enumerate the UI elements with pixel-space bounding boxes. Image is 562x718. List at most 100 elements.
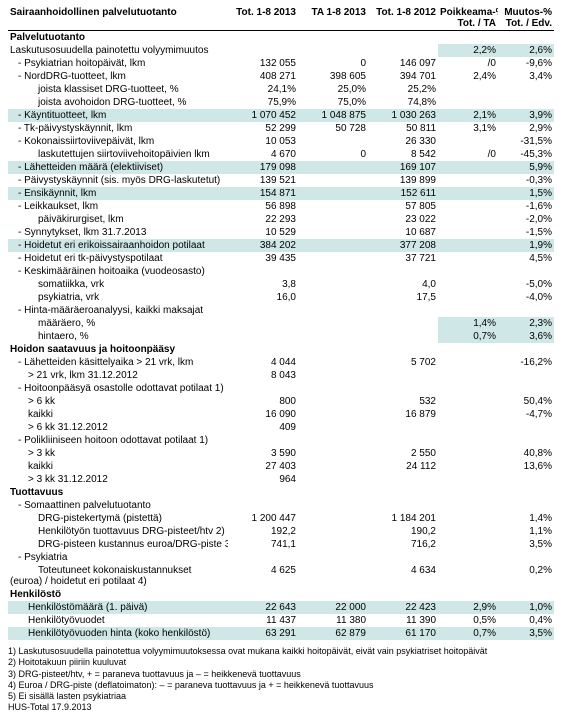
cell: [298, 291, 368, 304]
row-label: - Hinta-määräeroanalyysi, kaikki maksaja…: [10, 305, 203, 316]
table-row: Tuottavuus: [8, 486, 554, 499]
cell: [438, 551, 498, 564]
table-row: > 21 vrk, lkm 31.12.20128 043: [8, 369, 554, 382]
cell: 1 200 447: [228, 512, 298, 525]
cell: [298, 408, 368, 421]
cell: [298, 135, 368, 148]
table-row: - Synnytykset, lkm 31.7.201310 52910 687…: [8, 226, 554, 239]
cell: 52 299: [228, 122, 298, 135]
cell: -1,6%: [498, 200, 554, 213]
table-row: Henkilöstö: [8, 588, 554, 601]
table-row: - Hoidetut eri tk-päivystyspotilaat39 43…: [8, 252, 554, 265]
row-label: määräero, %: [10, 318, 95, 329]
cell: 3,6%: [498, 330, 554, 343]
cell: 22 423: [368, 601, 438, 614]
cell: 394 701: [368, 70, 438, 83]
cell: 2,9%: [498, 122, 554, 135]
cell: 532: [368, 395, 438, 408]
cell: [368, 473, 438, 486]
cell: 50,4%: [498, 395, 554, 408]
cell: [438, 265, 498, 278]
cell: 1,9%: [498, 239, 554, 252]
row-label: Henkilöstö: [10, 589, 61, 600]
cell: [298, 187, 368, 200]
cell: -4,7%: [498, 408, 554, 421]
cell: [438, 525, 498, 538]
cell: 409: [228, 421, 298, 434]
row-label: psykiatria, vrk: [10, 292, 99, 303]
cell: 132 055: [228, 57, 298, 70]
cell: [228, 434, 298, 447]
cell: [498, 343, 554, 356]
table-row: päiväkirurgiset, lkm22 29323 022-2,0%: [8, 213, 554, 226]
cell: 50 811: [368, 122, 438, 135]
cell: [368, 31, 438, 45]
cell: 27 403: [228, 460, 298, 473]
cell: [368, 486, 438, 499]
cell: 0,2%: [498, 564, 554, 588]
cell: [298, 447, 368, 460]
cell: [438, 473, 498, 486]
table-row: - Psykiatrian hoitopäivät, lkm132 055014…: [8, 57, 554, 70]
cell: [368, 44, 438, 57]
row-label: joista avohoidon DRG-tuotteet, %: [10, 97, 186, 108]
col-header: Sairaanhoidollinen palvelutuotanto: [8, 6, 228, 31]
cell: -4,0%: [498, 291, 554, 304]
cell: 192,2: [228, 525, 298, 538]
cell: 75,0%: [298, 96, 368, 109]
table-row: - Tk-päivystyskäynnit, lkm52 29950 72850…: [8, 122, 554, 135]
cell: 398 605: [298, 70, 368, 83]
cell: 16 879: [368, 408, 438, 421]
cell: [368, 317, 438, 330]
table-row: DRG-pisteen kustannus euroa/DRG-piste 3)…: [8, 538, 554, 551]
cell: 2,6%: [498, 44, 554, 57]
cell: [368, 421, 438, 434]
row-label: > 3 kk 31.12.2012: [10, 474, 108, 485]
row-label: hintaero, %: [10, 331, 89, 342]
table-row: Henkilötyövuoden hinta (koko henkilöstö)…: [8, 627, 554, 640]
cell: [228, 31, 298, 45]
cell: 4 044: [228, 356, 298, 369]
table-row: määräero, %1,4%2,3%: [8, 317, 554, 330]
table-row: psykiatria, vrk16,017,5-4,0%: [8, 291, 554, 304]
table-row: - Leikkaukset, lkm56 89857 805-1,6%: [8, 200, 554, 213]
table-row: - Lähetteiden käsittelyaika > 21 vrk, lk…: [8, 356, 554, 369]
row-label: > 6 kk 31.12.2012: [10, 422, 108, 433]
row-label: DRG-pistekertymä (pistettä): [10, 513, 162, 524]
cell: 56 898: [228, 200, 298, 213]
cell: [298, 226, 368, 239]
cell: 800: [228, 395, 298, 408]
cell: [498, 551, 554, 564]
table-row: hintaero, %0,7%3,6%: [8, 330, 554, 343]
cell: [438, 564, 498, 588]
table-row: Toteutuneet kokonaiskustannukset (euroa)…: [8, 564, 554, 588]
cell: [438, 434, 498, 447]
col-header: Tot. 1-8 2012: [368, 6, 438, 31]
cell: [228, 44, 298, 57]
cell: 1,5%: [498, 187, 554, 200]
cell: [368, 551, 438, 564]
row-label: joista klassiset DRG-tuotteet, %: [10, 84, 179, 95]
cell: [368, 343, 438, 356]
row-label: - Psykiatrian hoitopäivät, lkm: [10, 58, 145, 69]
table-row: - NordDRG-tuotteet, lkm408 271398 605394…: [8, 70, 554, 83]
cell: 4 625: [228, 564, 298, 588]
cell: [298, 473, 368, 486]
cell: 2 550: [368, 447, 438, 460]
table-row: - Polikliiniseen hoitoon odottavat potil…: [8, 434, 554, 447]
row-label: Toteutuneet kokonaiskustannukset (euroa)…: [10, 565, 191, 587]
cell: 3,8: [228, 278, 298, 291]
cell: [298, 512, 368, 525]
cell: 3 590: [228, 447, 298, 460]
cell: [438, 538, 498, 551]
cell: [298, 252, 368, 265]
cell: [438, 135, 498, 148]
cell: [298, 499, 368, 512]
cell: 16 090: [228, 408, 298, 421]
cell: [298, 369, 368, 382]
cell: [438, 174, 498, 187]
row-label: Hoidon saatavuus ja hoitoonpääsy: [10, 344, 175, 355]
cell: 4,0: [368, 278, 438, 291]
row-label: > 21 vrk, lkm 31.12.2012: [10, 370, 138, 381]
cell: 50 728: [298, 122, 368, 135]
